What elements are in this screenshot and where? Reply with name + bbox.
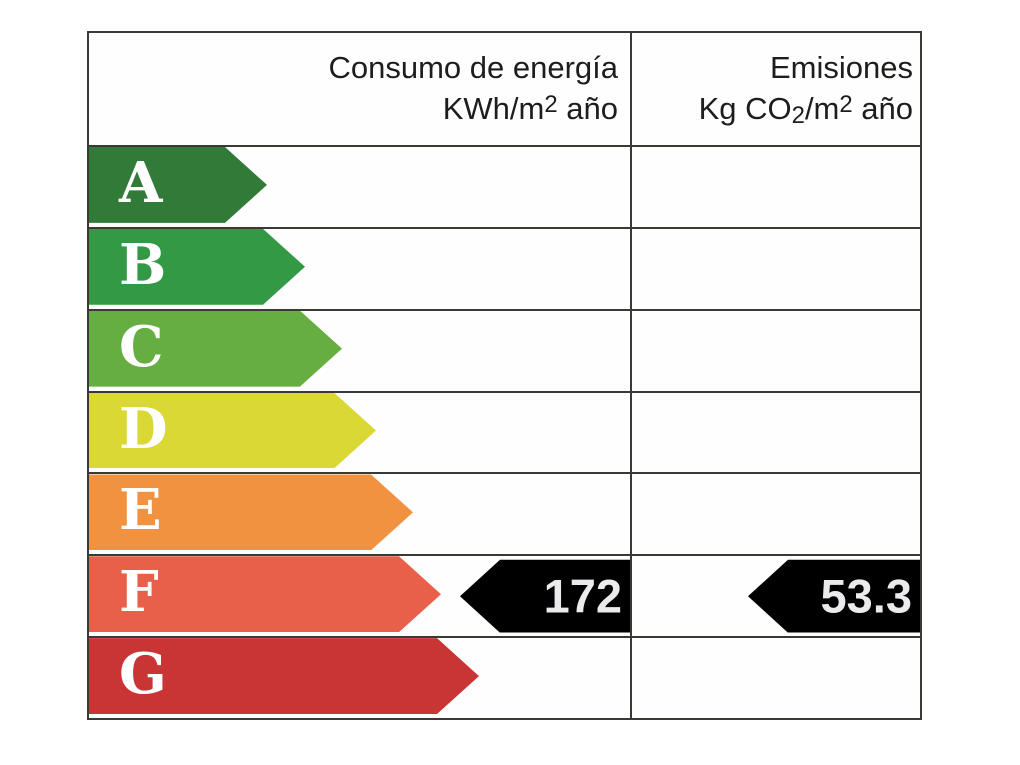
consumption-title: Consumo de energía [328,50,618,85]
consumption-cell-e: E [89,474,632,555]
consumption-value: 172 [543,569,622,623]
rating-arrow-c: C [89,311,342,387]
rating-letter-d: D [119,395,168,462]
emissions-cell-c [632,311,920,391]
consumption-cell-g: G [89,638,632,719]
rating-letter-b: B [119,231,167,298]
emissions-title: Emisiones [770,50,913,85]
rating-row-c: C [89,310,920,393]
emissions-cell-d [632,393,920,473]
rating-row-d: D [89,392,920,475]
rating-table: Consumo de energía KWh/m2 año Emisiones … [87,31,922,720]
rating-row-f: F 172 53.3 [89,556,920,639]
table-header: Consumo de energía KWh/m2 año Emisiones … [89,33,920,147]
emissions-header: Emisiones Kg CO2/m2 año [632,33,920,145]
rating-arrow-b: B [89,229,305,305]
rating-row-a: A [89,147,920,229]
emissions-cell-f: 53.3 [632,556,920,636]
emissions-cell-a [632,147,920,227]
rating-arrow-g: G [89,638,479,714]
rating-letter-a: A [119,149,163,216]
consumption-cell-f: F 172 [89,556,632,637]
consumption-cell-b: B [89,228,632,309]
rating-letter-f: F [119,559,159,626]
emissions-arrow: 53.3 [748,559,920,633]
consumption-cell-a: A [89,147,632,227]
rating-arrow-f: F [89,556,441,632]
consumption-unit: KWh/m2 año [442,90,618,126]
rating-arrow-d: D [89,393,376,469]
rating-arrow-e: E [89,474,413,550]
emissions-value: 53.3 [820,569,912,623]
rating-row-b: B [89,228,920,311]
emissions-cell-b [632,229,920,309]
consumption-cell-d: D [89,392,632,473]
rating-letter-e: E [119,477,162,544]
emissions-unit: Kg CO2/m2 año [698,90,913,129]
emissions-cell-g [632,638,920,718]
rating-rows: A B C D E F 172 53.3 G [89,147,920,719]
consumption-header: Consumo de energía KWh/m2 año [89,33,632,145]
emissions-cell-e [632,474,920,554]
rating-row-e: E [89,474,920,557]
consumption-arrow: 172 [460,559,630,633]
rating-letter-g: G [119,641,167,708]
rating-arrow-a: A [89,147,267,223]
rating-row-g: G [89,638,920,719]
rating-letter-c: C [119,313,164,380]
consumption-cell-c: C [89,310,632,391]
